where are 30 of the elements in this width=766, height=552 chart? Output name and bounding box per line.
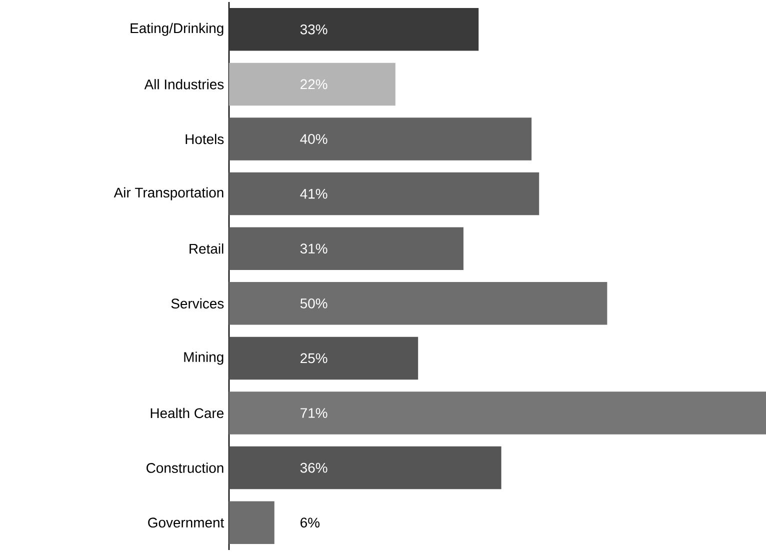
bar [229,172,540,216]
data-label: 31% [300,244,328,254]
data-label: 36% [300,462,328,473]
y-tick-label: Hotels [186,134,224,144]
bar [229,282,608,325]
y-tick-label: Mining [184,352,224,365]
y-tick-label: Air Transportation [114,187,224,200]
y-tick-label: All Industries [144,79,224,90]
data-label: 6% [300,518,320,528]
y-tick-label: Eating/Drinking [130,22,224,36]
data-label: 33% [300,24,328,34]
y-tick-label: Government [148,518,224,528]
bar [229,62,396,106]
y-tick-label: Services [171,298,224,309]
bar [229,501,274,544]
bar [229,118,532,160]
data-label: 41% [300,188,328,199]
bar [229,8,479,51]
data-label: 22% [300,79,328,90]
data-label: 25% [300,353,328,364]
bar [229,392,766,434]
data-label: 40% [300,134,328,144]
data-label: 71% [300,408,328,418]
bar [229,227,464,270]
bar [229,446,502,490]
data-label: 50% [300,298,328,308]
bar [229,336,418,380]
y-tick-label: Construction [146,462,224,473]
y-tick-label: Retail [190,243,224,254]
y-tick-label: Health Care [150,408,224,418]
